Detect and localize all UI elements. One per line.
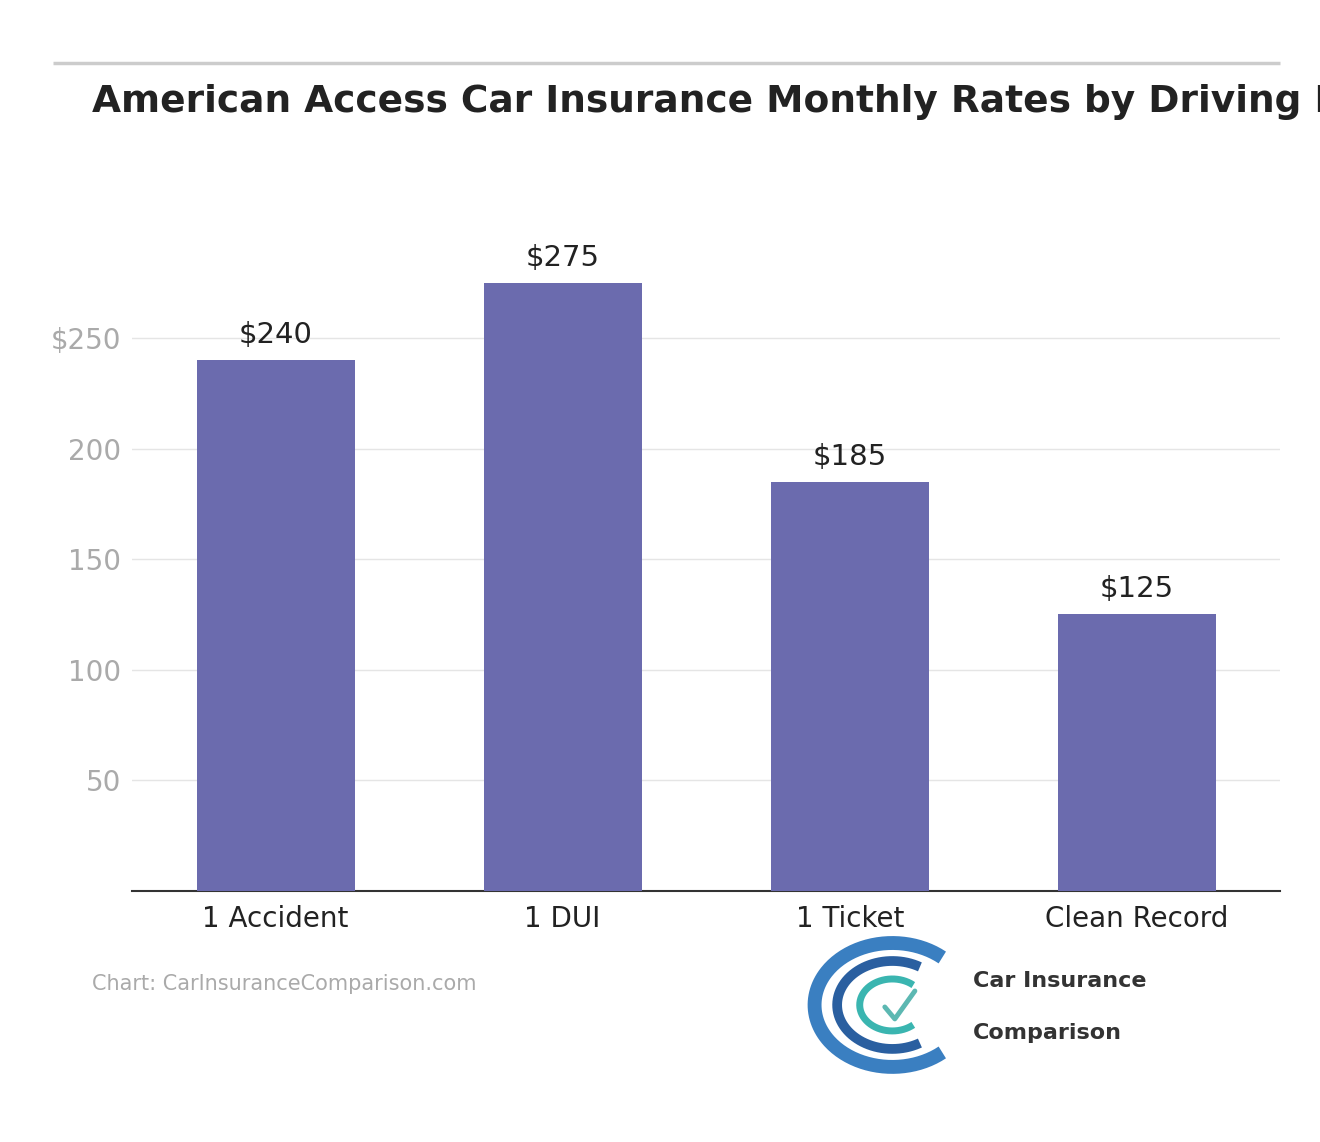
Text: $125: $125 (1100, 576, 1173, 603)
Text: Comparison: Comparison (973, 1023, 1122, 1043)
Bar (771, 482, 929, 891)
Bar (197, 360, 355, 891)
Bar (483, 283, 642, 891)
Text: Car Insurance: Car Insurance (973, 971, 1146, 991)
Text: Chart: CarInsuranceComparison.com: Chart: CarInsuranceComparison.com (92, 973, 477, 994)
Text: $275: $275 (525, 244, 599, 272)
Bar (1057, 614, 1216, 891)
Text: American Access Car Insurance Monthly Rates by Driving Record: American Access Car Insurance Monthly Ra… (92, 83, 1320, 120)
Text: $185: $185 (813, 443, 887, 471)
Text: $240: $240 (239, 321, 313, 349)
